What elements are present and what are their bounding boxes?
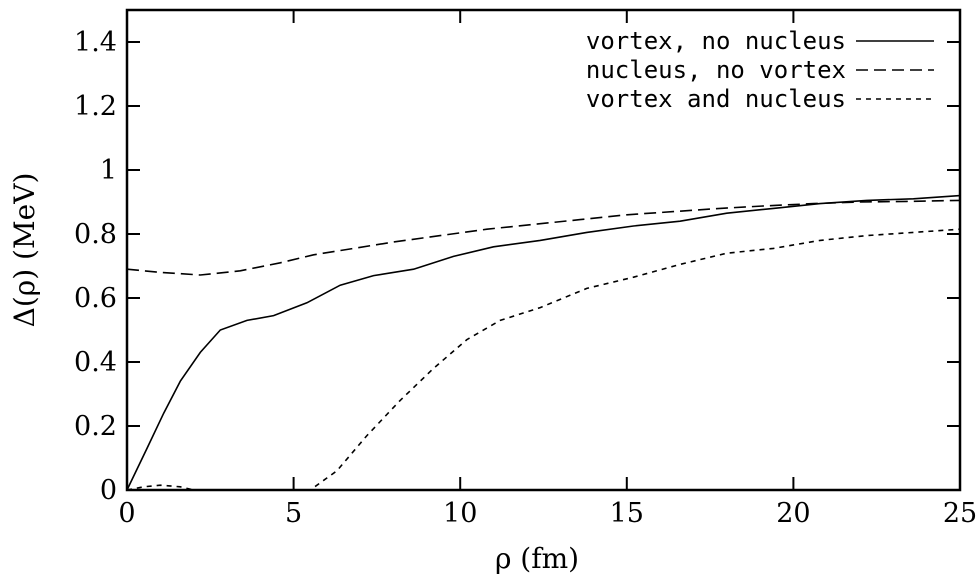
x-axis-ticks: 0 5 10 15 20 25	[118, 10, 977, 529]
x-tick-label: 5	[285, 498, 302, 529]
series-line-3	[126, 228, 961, 491]
plot-frame	[125, 8, 962, 492]
series-line-1	[126, 194, 961, 491]
x-tick-label: 10	[443, 498, 477, 529]
y-tick-label: 0.8	[74, 219, 117, 250]
plot-border	[125, 8, 962, 492]
y-tick-label: 1.4	[74, 27, 117, 58]
x-tick-label: 15	[610, 498, 644, 529]
x-tick-label: 25	[943, 498, 977, 529]
y-axis-ticks: 0 0.2 0.4 0.6 0.8 1 1.2 1.4	[74, 27, 960, 506]
y-axis-title: Δ(ρ) (MeV)	[8, 173, 41, 328]
series-lines	[126, 194, 961, 491]
x-tick-label: 0	[118, 498, 135, 529]
y-tick-label: 0.2	[74, 411, 117, 442]
x-tick-label: 20	[776, 498, 810, 529]
legend-label-3: vortex and nucleus	[586, 85, 846, 113]
series-line-2	[126, 199, 961, 276]
y-tick-label: 0.6	[74, 283, 117, 314]
legend-label-1: vortex, no nucleus	[586, 27, 846, 55]
legend-label-2: nucleus, no vortex	[586, 56, 846, 84]
y-tick-label: 1.2	[74, 91, 117, 122]
y-tick-label: 1	[100, 155, 117, 186]
x-axis-title: ρ (fm)	[495, 542, 579, 575]
y-tick-label: 0.4	[74, 347, 117, 378]
y-tick-label: 0	[100, 475, 117, 506]
